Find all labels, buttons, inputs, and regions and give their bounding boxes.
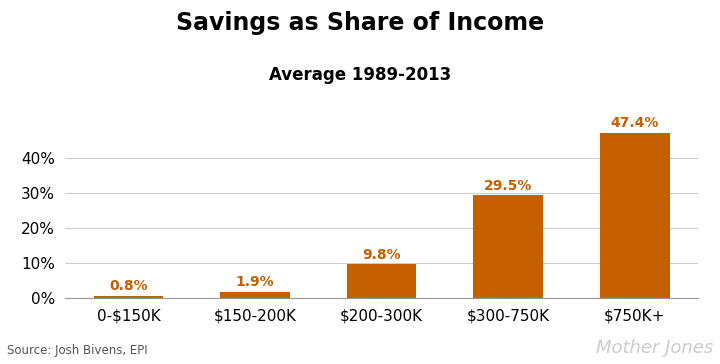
Text: 47.4%: 47.4% <box>611 116 659 130</box>
Text: 29.5%: 29.5% <box>484 179 532 193</box>
Bar <box>94 296 163 298</box>
Text: 0.8%: 0.8% <box>109 279 148 293</box>
Text: Savings as Share of Income: Savings as Share of Income <box>176 11 544 35</box>
Text: 9.8%: 9.8% <box>362 248 401 262</box>
Bar <box>600 132 670 298</box>
Text: Average 1989-2013: Average 1989-2013 <box>269 66 451 83</box>
Text: Source: Josh Bivens, EPI: Source: Josh Bivens, EPI <box>7 344 148 357</box>
Bar <box>220 292 290 298</box>
Bar <box>473 195 543 298</box>
Text: 1.9%: 1.9% <box>235 276 274 289</box>
Text: Mother Jones: Mother Jones <box>595 339 713 357</box>
Bar <box>347 264 416 298</box>
